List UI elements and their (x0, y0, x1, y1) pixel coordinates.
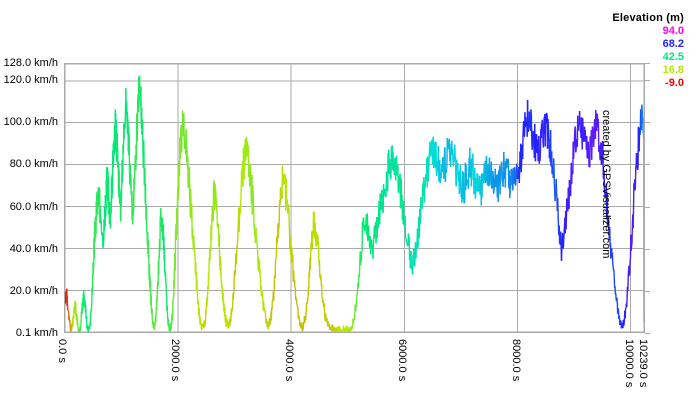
legend-entry: -9.0 (665, 77, 684, 89)
y-axis-tick-label: 20.0 km/h (9, 284, 58, 297)
legend-entry: 94.0 (662, 25, 684, 37)
x-axis-tick-label: 8000.0 s (509, 339, 522, 382)
credit-text: created by GPSVisualizer.com (600, 110, 612, 259)
x-axis-tick-label: 2000.0 s (169, 339, 182, 382)
y-axis-tick-label: 128.0 km/h (3, 57, 58, 69)
legend-entry: 68.2 (662, 38, 684, 50)
y-axis-tick-mark (645, 63, 650, 64)
y-axis-tick-label: 100.0 km/h (3, 116, 58, 129)
y-axis-tick-mark (645, 79, 650, 81)
y-axis-tick-label: 80.0 km/h (9, 158, 58, 171)
legend-entry: 16.8 (662, 64, 684, 76)
y-axis-tick-mark (645, 248, 650, 250)
plot-area (64, 63, 645, 333)
x-axis-tick-label: 0.0 s (56, 339, 68, 363)
y-axis-tick-mark (645, 333, 650, 334)
speed-trace (65, 75, 644, 332)
y-axis-tick-label: 0.1 km/h (15, 327, 58, 339)
y-axis-tick-mark (645, 206, 650, 208)
gridlines (65, 64, 644, 332)
y-axis-tick-mark (645, 122, 650, 124)
x-axis-tick-label: 6000.0 s (396, 339, 409, 382)
y-axis-tick-label: 60.0 km/h (9, 200, 58, 213)
x-axis-tick-label: 4000.0 s (282, 339, 295, 382)
legend-entry: 42.5 (662, 51, 684, 63)
elevation-legend: Elevation (m) 94.0 68.2 42.5 16.8 -9.0 (560, 12, 692, 90)
x-axis-tick-label: 10000.0 s (623, 339, 636, 388)
y-axis-tick-label: 120.0 km/h (3, 73, 58, 86)
y-axis-tick-label: 40.0 km/h (9, 242, 58, 255)
legend-title: Elevation (m) (612, 12, 684, 24)
legend-entries: 94.0 68.2 42.5 16.8 -9.0 (560, 25, 692, 90)
y-axis-tick-mark (645, 290, 650, 292)
x-axis-tick-label: 10239.0 s (637, 339, 649, 388)
y-axis-tick-mark (645, 164, 650, 166)
